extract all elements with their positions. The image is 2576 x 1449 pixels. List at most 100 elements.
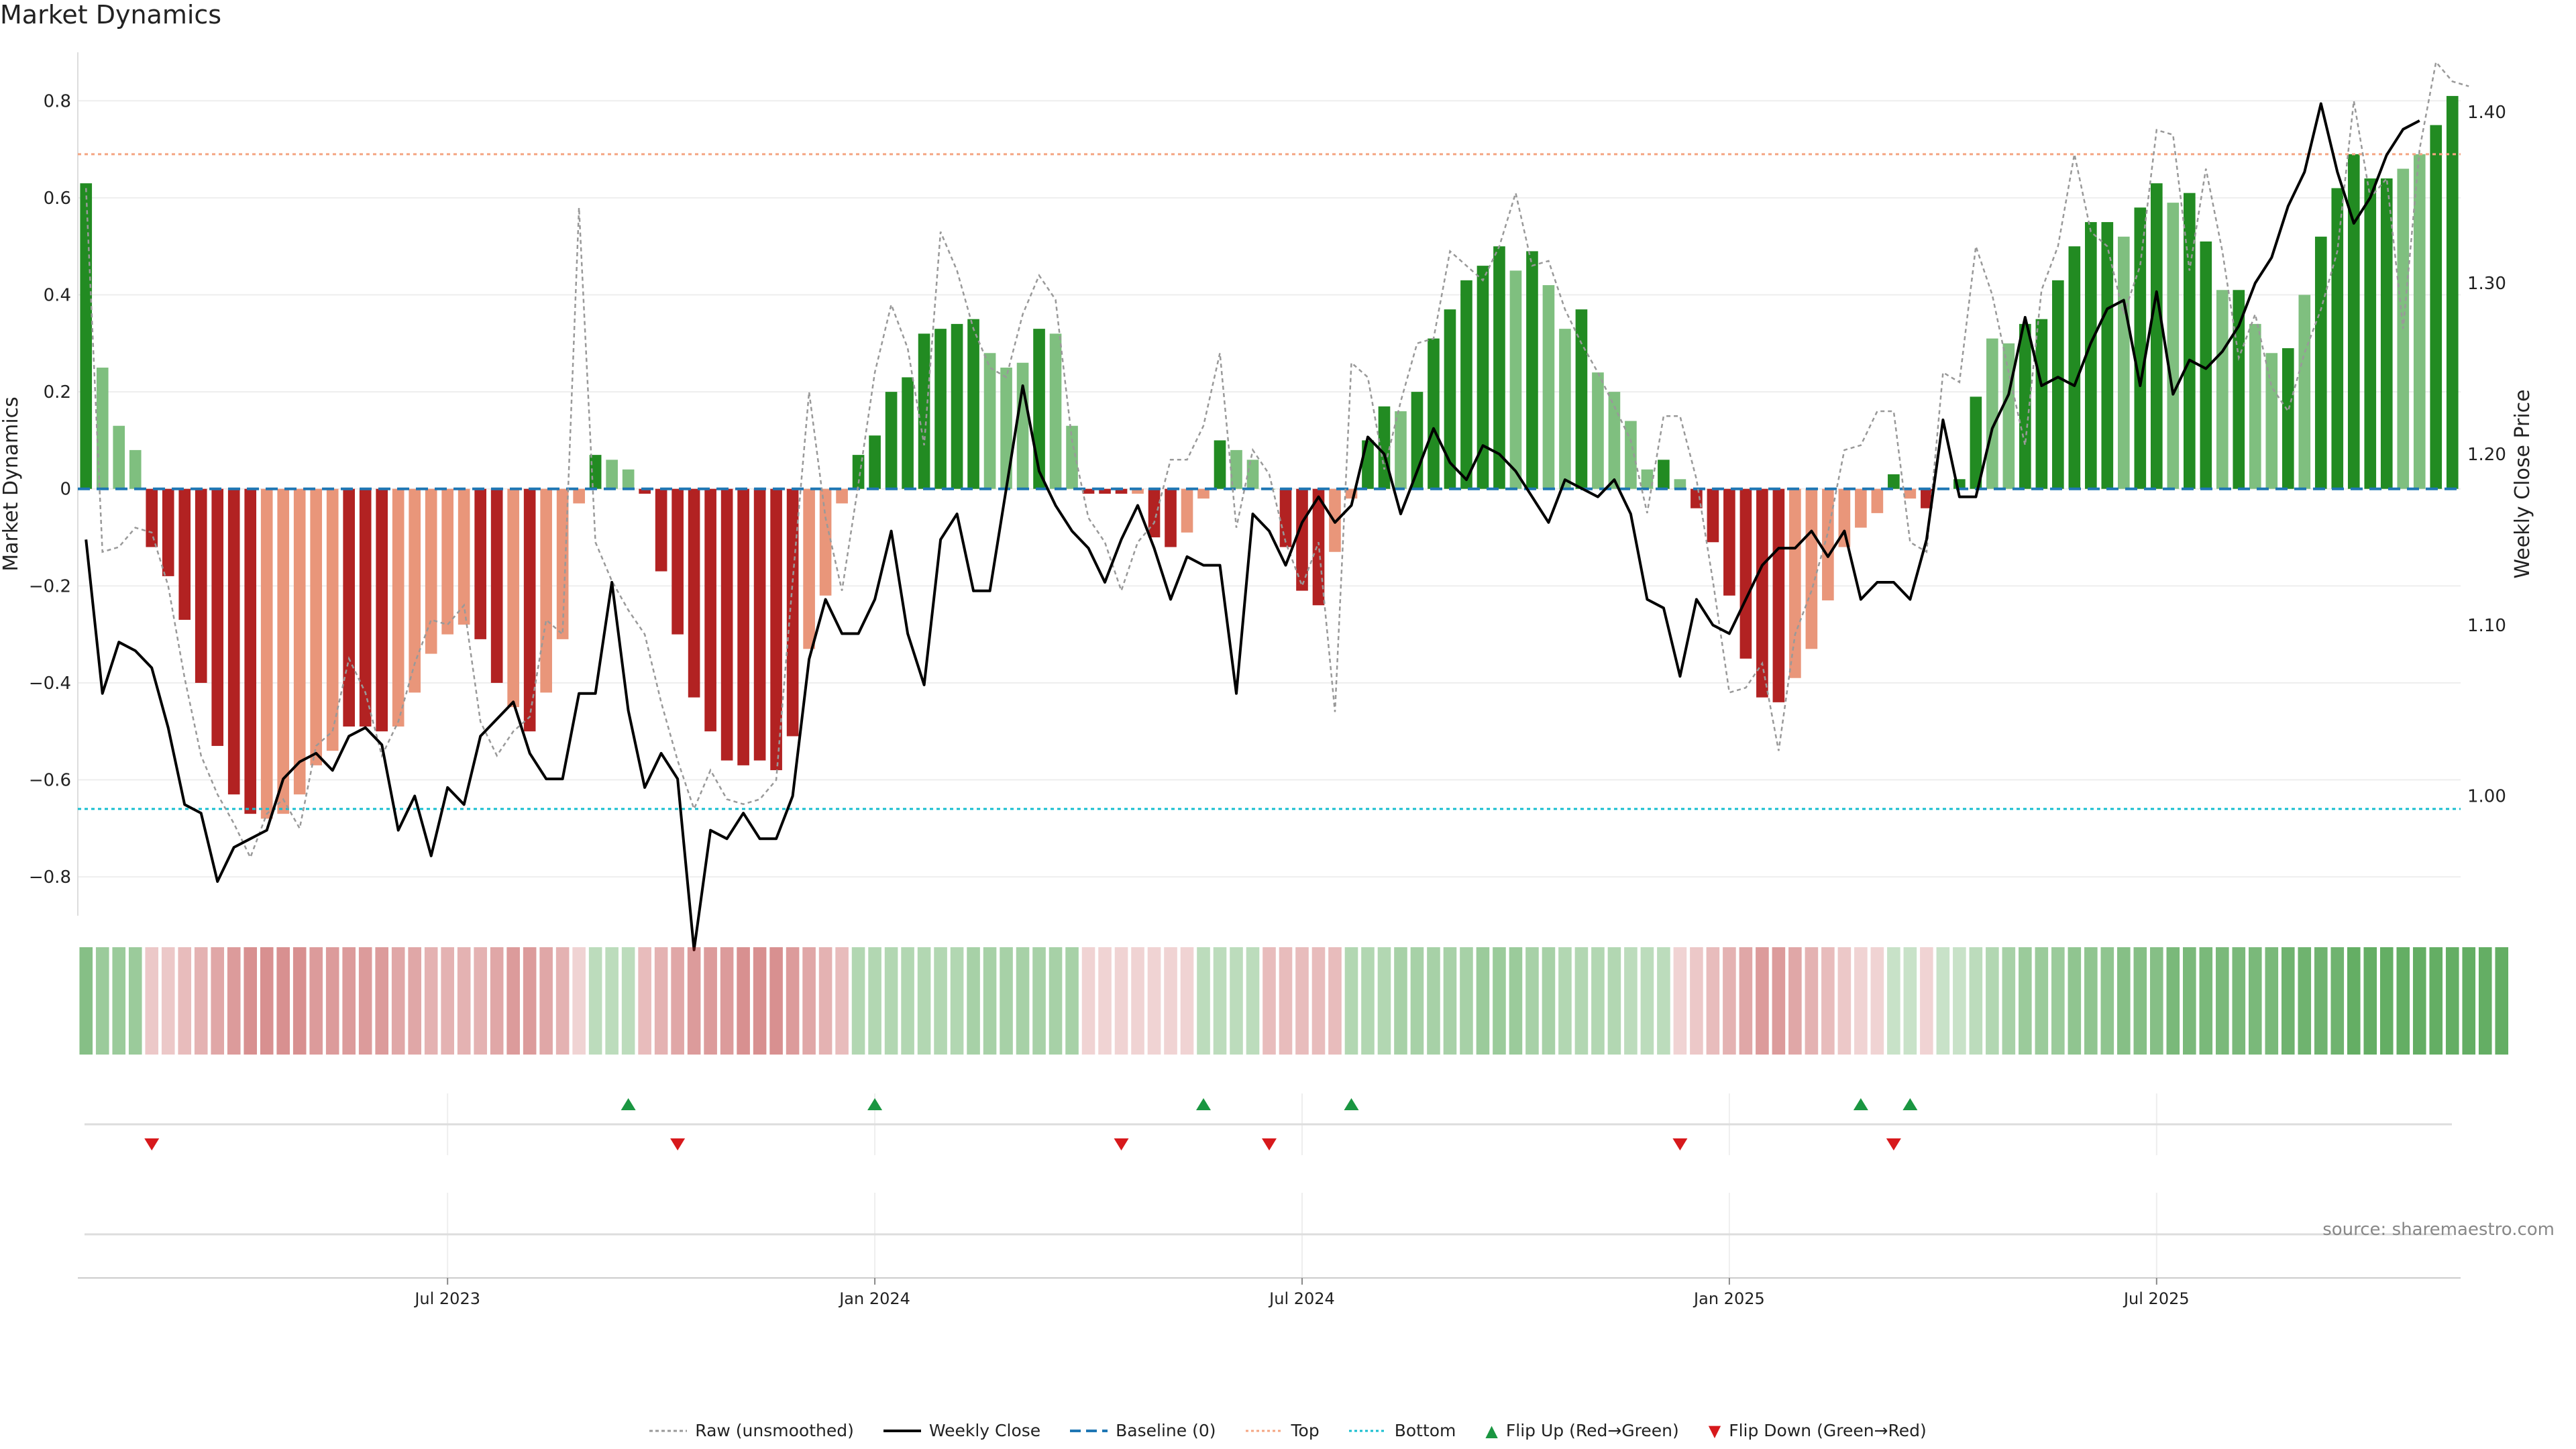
md-bar: [1049, 333, 1062, 489]
md-bar: [2314, 236, 2327, 489]
legend-flip-down: ▼ Flip Down (Green→Red): [1709, 1421, 1927, 1440]
heatmap-cell: [1114, 947, 1128, 1055]
heatmap-cell: [457, 947, 471, 1055]
md-bar: [1772, 488, 1785, 702]
md-bar: [178, 488, 191, 620]
md-bar: [934, 329, 947, 489]
md-bar: [803, 488, 815, 649]
md-bar: [2134, 207, 2147, 489]
md-bar: [490, 488, 503, 683]
md-bar: [1181, 488, 1193, 533]
md-bar: [359, 488, 372, 727]
heatmap-cell: [1574, 947, 1589, 1055]
heatmap-cell: [1246, 947, 1260, 1055]
legend-raw-label: Raw (unsmoothed): [695, 1421, 854, 1440]
heatmap-cell: [260, 947, 274, 1055]
legend-flip-up: ▲ Flip Up (Red→Green): [1485, 1421, 1678, 1440]
heatmap-cell: [1344, 947, 1358, 1055]
md-bar: [869, 435, 881, 489]
heatmap-cell: [2199, 947, 2213, 1055]
heatmap-cell: [1969, 947, 1983, 1055]
heatmap-cell: [1640, 947, 1654, 1055]
flip-down-marker: [1886, 1138, 1901, 1150]
md-bar: [1739, 488, 1752, 659]
md-bar: [474, 488, 486, 639]
heatmap-cell: [2166, 947, 2180, 1055]
md-bar: [1921, 488, 1933, 508]
heatmap-cell: [1230, 947, 1243, 1055]
heatmap-cell: [227, 947, 241, 1055]
md-bar: [1690, 488, 1703, 508]
heatmap-cell: [1000, 947, 1013, 1055]
md-bar: [376, 488, 388, 732]
heatmap-cell: [1854, 947, 1868, 1055]
heatmap-cell: [309, 947, 323, 1055]
heatmap-cell: [2248, 947, 2262, 1055]
heatmap-cell: [1065, 947, 1079, 1055]
md-bar: [211, 488, 224, 746]
heatmap-cell: [1821, 947, 1835, 1055]
heatmap-cell: [967, 947, 980, 1055]
md-bar: [902, 377, 914, 489]
md-bar: [1428, 338, 1440, 489]
y2-axis-label: Weekly Close Price: [2511, 389, 2534, 578]
md-bar: [2101, 222, 2114, 489]
md-bar: [2265, 353, 2278, 489]
md-bar: [606, 460, 618, 489]
md-bar: [1822, 488, 1834, 601]
heatmap-cell: [753, 947, 767, 1055]
legend-baseline: Baseline (0): [1070, 1421, 1216, 1440]
heatmap-cell: [1805, 947, 1819, 1055]
md-bar: [573, 488, 585, 504]
legend-bottom: Bottom: [1348, 1421, 1456, 1440]
md-bar: [540, 488, 552, 693]
md-bar: [951, 323, 963, 489]
heatmap-cell: [835, 947, 849, 1055]
heatmap-cell: [2183, 947, 2196, 1055]
heatmap-cell: [934, 947, 947, 1055]
heatmap-cell: [441, 947, 454, 1055]
heatmap-cell: [112, 947, 126, 1055]
legend-raw: Raw (unsmoothed): [649, 1421, 854, 1440]
y-tick-label: 0.8: [44, 91, 71, 111]
heatmap-cell: [1377, 947, 1391, 1055]
md-bar: [96, 367, 109, 489]
heatmap-cell: [1558, 947, 1572, 1055]
heatmap-cell: [2133, 947, 2147, 1055]
heatmap-cell: [1081, 947, 1095, 1055]
md-bar: [2446, 96, 2459, 489]
heatmap-cell: [1690, 947, 1703, 1055]
legend-top-label: Top: [1291, 1421, 1320, 1440]
heatmap-cell: [2002, 947, 2016, 1055]
md-bar: [2282, 348, 2294, 489]
heatmap-cell: [1311, 947, 1326, 1055]
heatmap-cell: [1263, 947, 1276, 1055]
heatmap-cell: [588, 947, 602, 1055]
heatmap-cell: [2363, 947, 2377, 1055]
md-bar: [1099, 488, 1111, 494]
md-bar: [836, 488, 848, 504]
heatmap-cell: [375, 947, 388, 1055]
md-bar: [1000, 367, 1012, 489]
heatmap-cell: [1657, 947, 1670, 1055]
heatmap-cell: [802, 947, 816, 1055]
md-bar: [704, 488, 716, 732]
md-bar: [293, 488, 306, 795]
md-bar: [1658, 460, 1670, 489]
heatmap-cell: [1460, 947, 1473, 1055]
md-bar: [326, 488, 339, 751]
heatmap-cell: [408, 947, 421, 1055]
md-bar: [2364, 178, 2377, 489]
heatmap-cell: [1509, 947, 1523, 1055]
legend-baseline-label: Baseline (0): [1116, 1421, 1216, 1440]
y2-tick-label: 1.40: [2467, 103, 2506, 123]
heatmap-cell: [720, 947, 734, 1055]
md-bar: [1148, 488, 1161, 538]
md-bar: [1460, 280, 1472, 489]
md-bar: [1526, 251, 1538, 489]
md-bar: [1066, 425, 1078, 489]
md-bar: [2068, 246, 2081, 489]
heatmap-cell: [2462, 947, 2476, 1055]
heatmap-cell: [1131, 947, 1144, 1055]
md-bar: [2249, 323, 2261, 489]
